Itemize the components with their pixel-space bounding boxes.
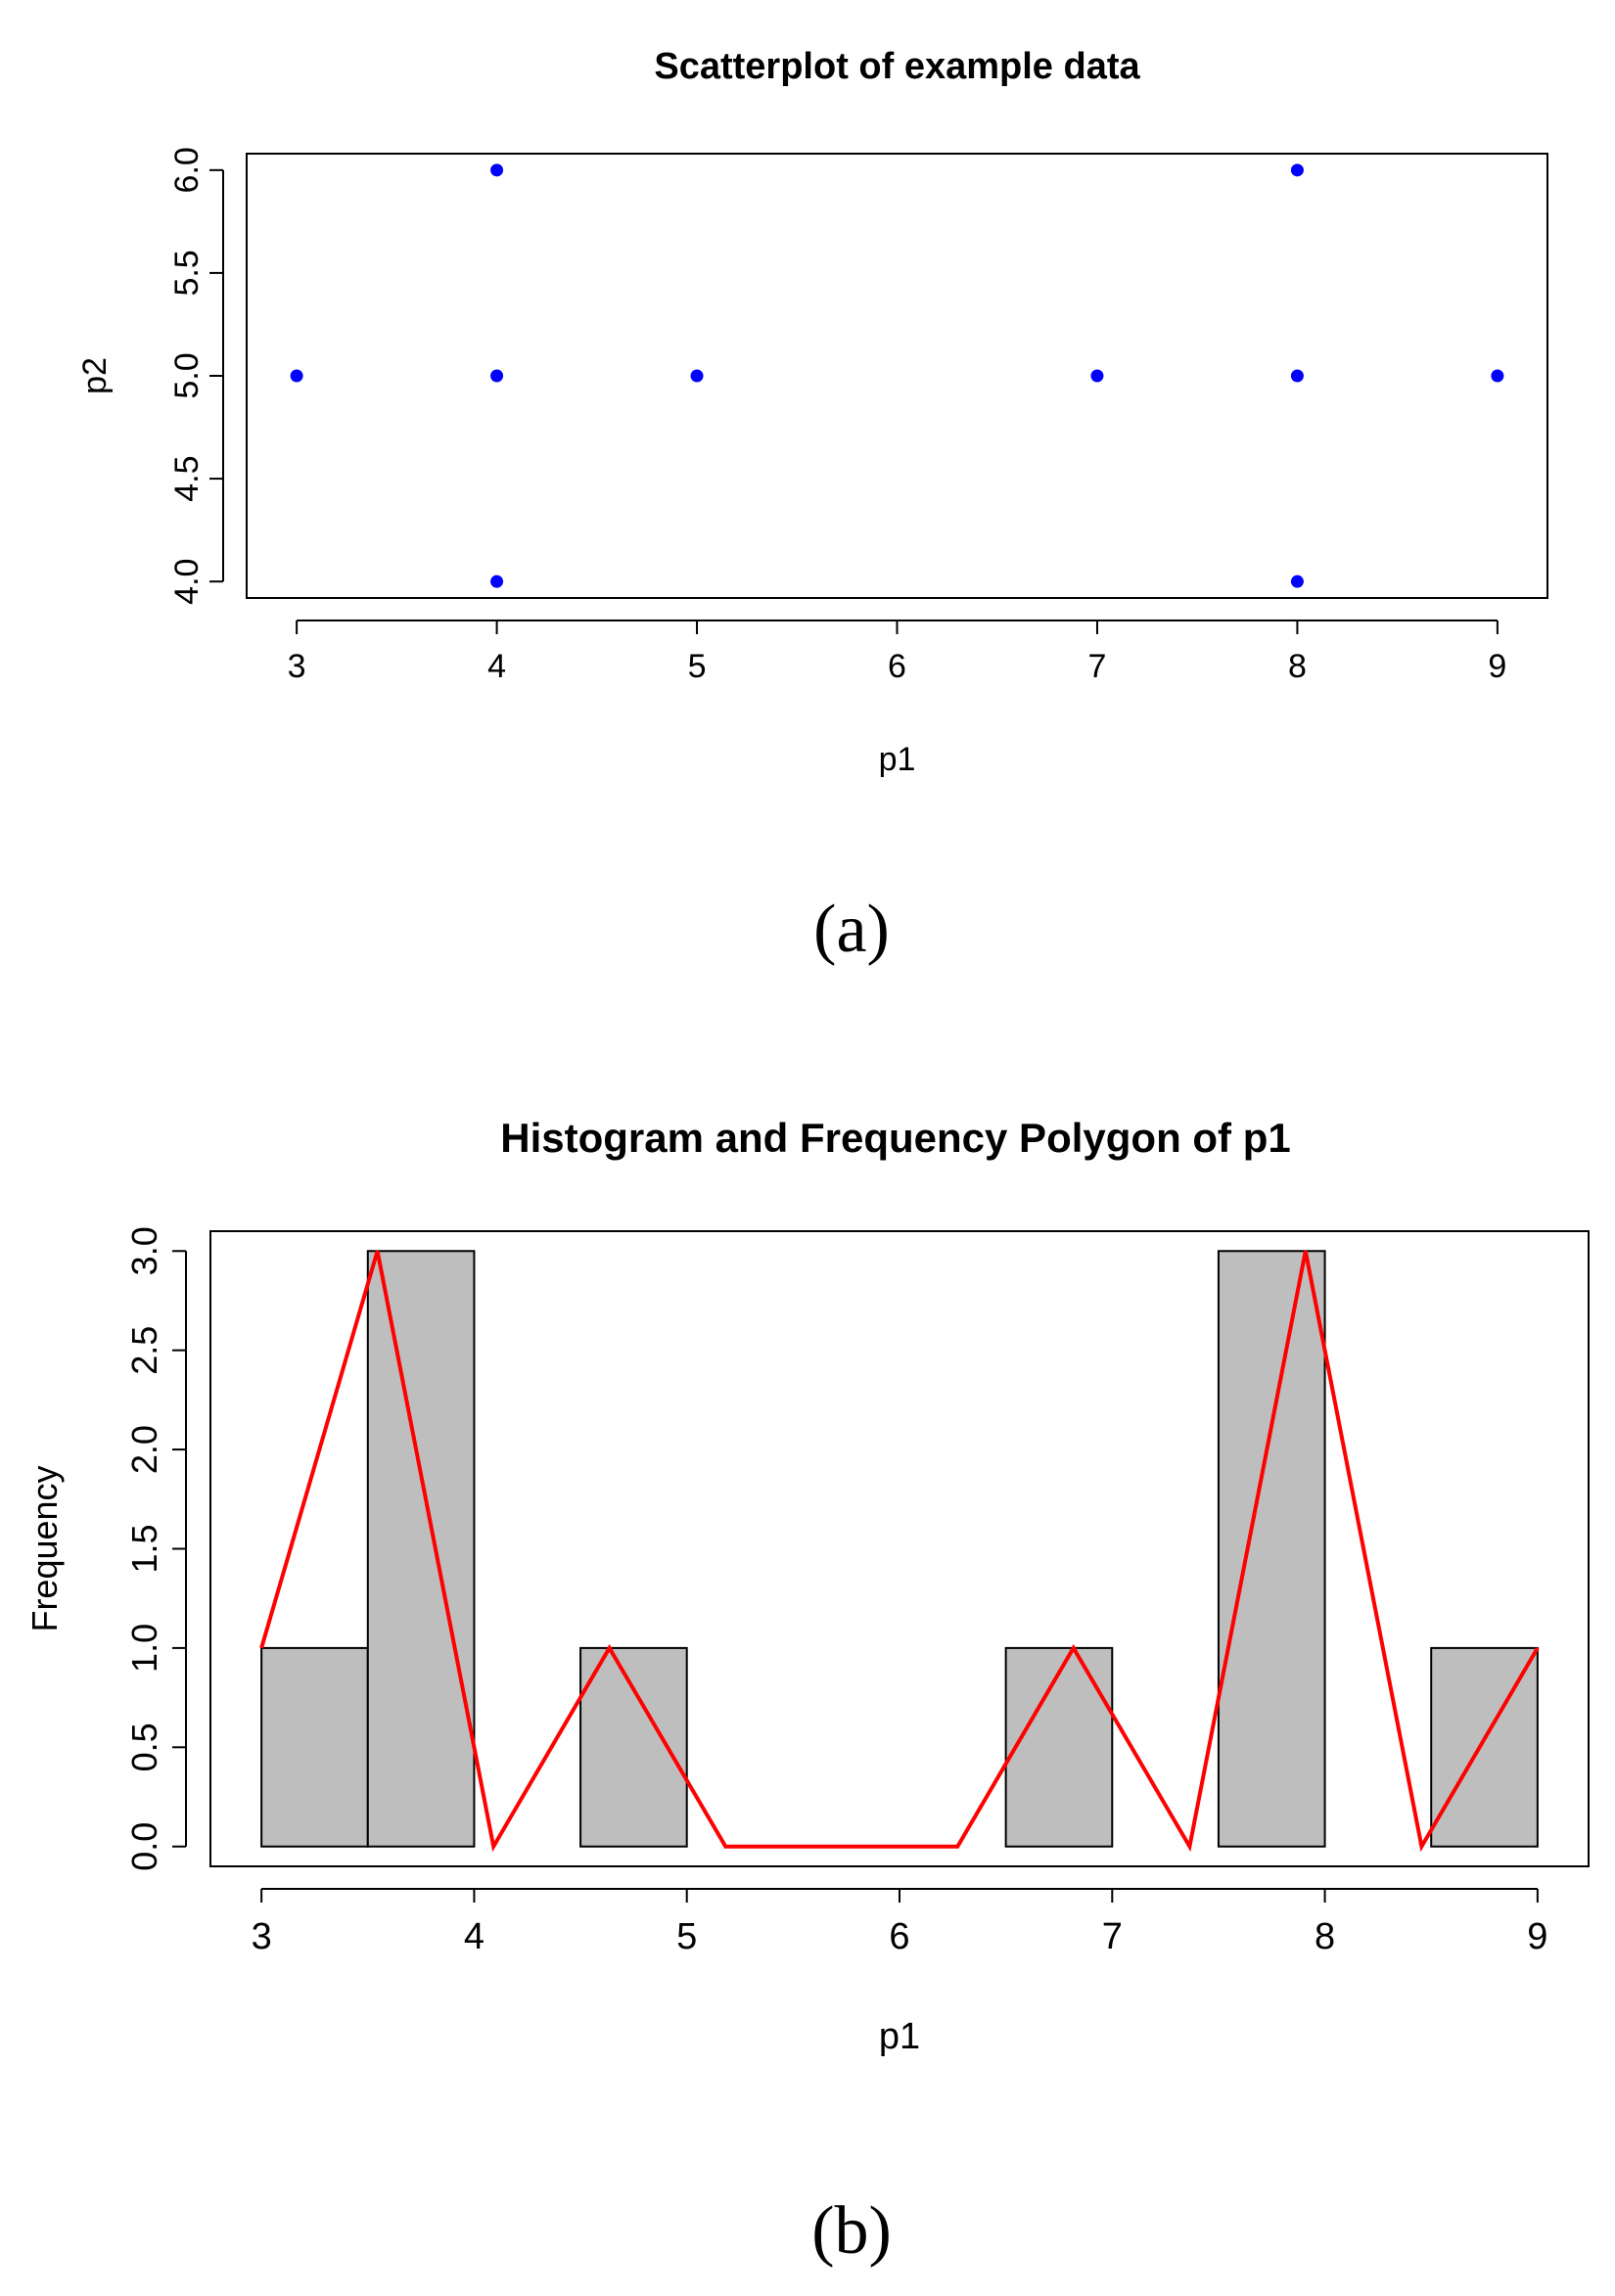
scatter-point — [490, 574, 504, 588]
histogram-bar — [1004, 1646, 1114, 1848]
chart-title: Scatterplot of example data — [654, 46, 1140, 87]
x-tick-label: 9 — [1527, 1916, 1547, 1957]
x-tick-label: 9 — [1488, 648, 1506, 685]
scatter-point — [1090, 369, 1104, 383]
x-tick-label: 4 — [487, 648, 506, 685]
chart-title: Histogram and Frequency Polygon of p1 — [500, 1115, 1290, 1161]
x-tick-label: 7 — [1102, 1916, 1123, 1957]
x-tick-label: 5 — [676, 1916, 697, 1957]
y-tick-label: 0.0 — [124, 1822, 164, 1871]
frequency-polygon-line — [259, 1250, 1540, 1853]
histogram-panel: Histogram and Frequency Polygon of p1 3 4 5… — [24, 1115, 1590, 2269]
x-tick-label: 3 — [252, 1916, 272, 1957]
y-tick-label: 3.0 — [124, 1226, 164, 1275]
scatter-point — [490, 369, 504, 383]
scatter-point — [690, 369, 704, 383]
scatter-point — [1290, 369, 1304, 383]
x-tick-label: 3 — [288, 648, 306, 685]
histogram-bar — [366, 1250, 476, 1848]
x-tick-label: 7 — [1088, 648, 1107, 685]
scatter-point — [1290, 163, 1304, 177]
histogram-bar — [579, 1646, 688, 1848]
panel-label-a: (a) — [813, 892, 890, 967]
y-axis-label: p2 — [76, 357, 114, 394]
plot-frame — [246, 153, 1548, 599]
x-axis-label: p1 — [879, 741, 916, 778]
scatterplot-panel: Scatterplot of example data 3 4 5 6 7 8 9 p1 4.0 4… — [76, 46, 1548, 967]
panel-label-b: (b) — [811, 2193, 892, 2269]
y-tick-label: 6.0 — [168, 147, 206, 193]
x-tick-label: 5 — [688, 648, 707, 685]
y-tick-label: 4.0 — [168, 559, 206, 605]
plot-frame — [209, 1230, 1590, 1867]
x-tick-label: 8 — [1288, 648, 1307, 685]
x-tick-label: 6 — [888, 648, 906, 685]
scatter-point — [1290, 574, 1304, 588]
x-axis-label: p1 — [879, 2016, 920, 2057]
y-axis-label: Frequency — [24, 1465, 65, 1631]
x-tick-label: 4 — [464, 1916, 484, 1957]
y-tick-label: 0.5 — [124, 1722, 164, 1771]
y-tick-label: 2.0 — [124, 1425, 164, 1474]
y-tick-label: 5.0 — [168, 352, 206, 398]
y-tick-label: 4.5 — [168, 455, 206, 501]
histogram-bar — [260, 1646, 369, 1848]
scatter-point — [1491, 369, 1504, 383]
scatter-point — [290, 369, 303, 383]
y-tick-label: 5.5 — [168, 250, 206, 296]
histogram-bar — [1217, 1250, 1326, 1848]
y-tick-label: 1.0 — [124, 1624, 164, 1673]
scatter-point — [490, 163, 504, 177]
y-tick-label: 2.5 — [124, 1326, 164, 1375]
y-tick-label: 1.5 — [124, 1524, 164, 1573]
x-tick-label: 6 — [889, 1916, 909, 1957]
x-tick-label: 8 — [1315, 1916, 1335, 1957]
